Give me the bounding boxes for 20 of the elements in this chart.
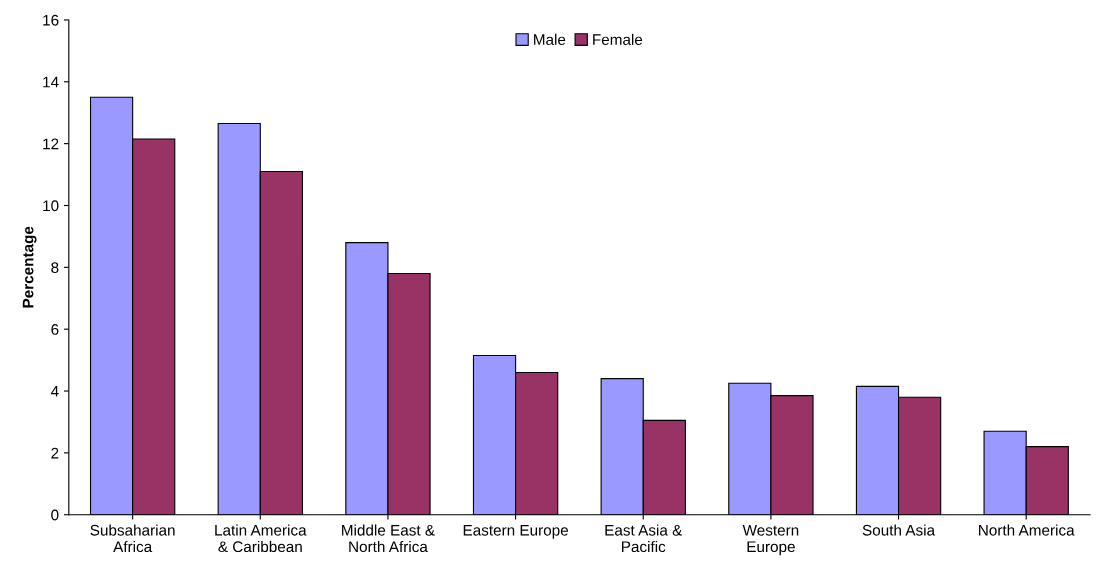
- y-tick-label: 2: [51, 447, 59, 459]
- x-tick-label: North America: [979, 524, 1075, 536]
- x-tick-label: Western Europe: [742, 524, 799, 556]
- y-tick-label: 10: [43, 200, 59, 212]
- y-tick-label: 4: [50, 386, 59, 397]
- y-tick-label: 14: [43, 76, 59, 88]
- x-tick-label: Eastern Europe: [463, 524, 568, 539]
- legend-label: Female: [593, 33, 643, 45]
- x-tick-label: Subsaharian Africa: [90, 524, 175, 553]
- y-tick-label: 6: [51, 324, 59, 335]
- x-tick-label: East Asia & Pacific: [605, 524, 683, 553]
- legend-label: Male: [534, 33, 566, 45]
- y-tick-label: 12: [43, 138, 59, 150]
- y-tick-label: 8: [51, 262, 59, 274]
- x-tick-label: Middle East & North Africa: [342, 524, 435, 553]
- y-tick-label: 16: [43, 14, 59, 26]
- y-axis-title: Percentage: [22, 226, 37, 308]
- x-tick-label: Latin America & Caribbean: [215, 524, 307, 553]
- y-tick-label: 0: [51, 509, 59, 521]
- x-tick-label: South Asia: [862, 524, 936, 536]
